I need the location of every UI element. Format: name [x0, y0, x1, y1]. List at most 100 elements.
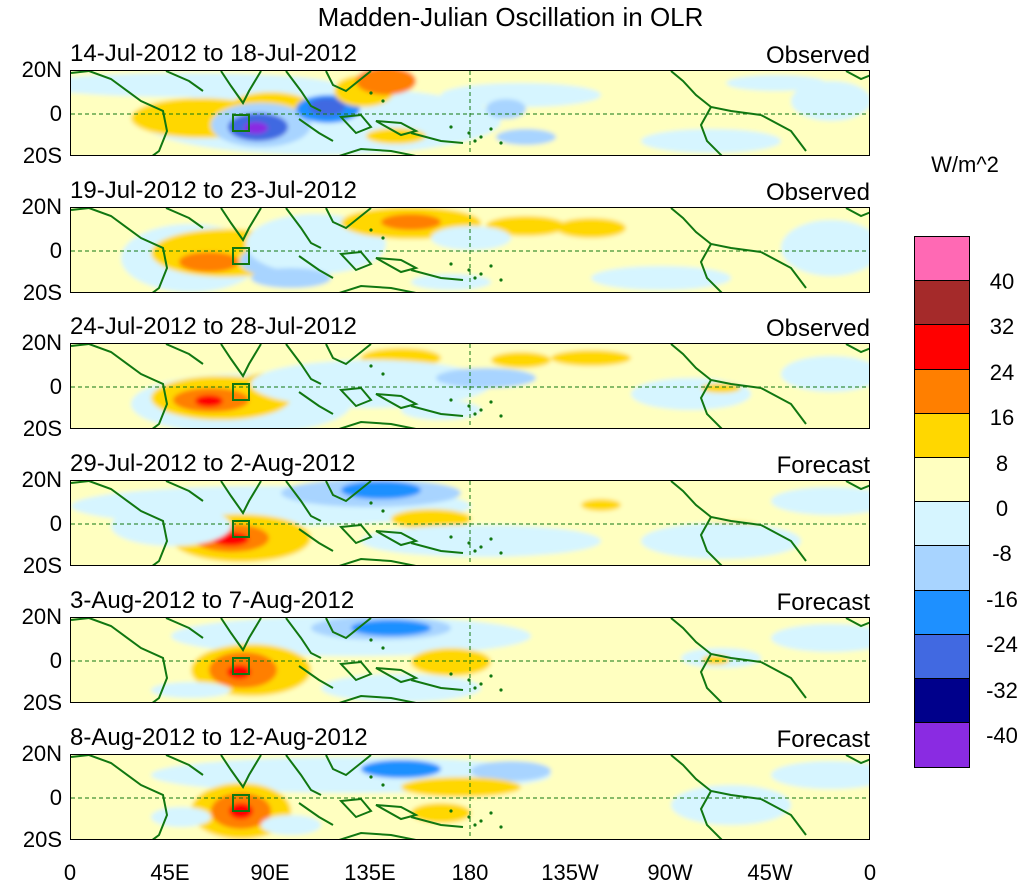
longitude-label: 180: [451, 860, 489, 885]
coastline: [760, 661, 807, 699]
olr-anomaly-region: [781, 356, 869, 392]
olr-anomaly-map-panel: [70, 617, 870, 703]
olr-anomaly-region: [581, 499, 621, 511]
panel-kind-label: Observed: [765, 315, 870, 342]
olr-anomaly-region: [244, 122, 268, 134]
coastline: [760, 387, 807, 425]
colorbar-units: W/m^2: [931, 152, 999, 177]
latitude-label: 20N: [21, 57, 62, 82]
olr-anomaly-region: [701, 383, 741, 393]
coastline: [699, 106, 723, 155]
coastline: [410, 269, 464, 281]
longitude-label: 0: [863, 860, 877, 885]
panel-kind-label: Forecast: [776, 726, 870, 753]
olr-anomaly-region: [251, 360, 491, 408]
olr-anomaly-region: [631, 378, 751, 410]
latitude-label: 0: [49, 374, 62, 399]
coastline: [699, 516, 723, 565]
island: [381, 783, 385, 787]
colorbar-swatch: [914, 545, 970, 591]
olr-anomaly-map-panel: [70, 343, 870, 429]
colorbar: [914, 236, 970, 768]
coastline: [220, 481, 262, 515]
olr-anomaly-region: [411, 648, 491, 676]
island: [489, 674, 493, 678]
coastline: [165, 71, 204, 92]
island: [369, 364, 373, 368]
coastline: [325, 618, 372, 640]
olr-anomaly-region: [341, 481, 421, 499]
coastline: [165, 208, 204, 229]
coastline: [338, 557, 417, 565]
latitude-label: 20S: [22, 553, 62, 578]
island: [381, 372, 385, 376]
olr-anomaly-map-panel: [70, 207, 870, 293]
coastline: [88, 208, 169, 292]
coastline: [670, 71, 762, 116]
colorbar-level-label: -16: [986, 586, 1018, 612]
island: [467, 678, 471, 682]
island: [489, 264, 493, 268]
olr-anomaly-region: [551, 350, 631, 366]
coastline: [375, 530, 419, 547]
olr-anomaly-region: [771, 487, 869, 515]
coastline: [220, 208, 262, 242]
coastline: [699, 379, 723, 428]
island: [369, 638, 373, 642]
coastline: [338, 284, 417, 292]
olr-anomaly-region: [491, 352, 551, 368]
olr-anomaly-region: [151, 682, 231, 698]
latitude-label: 20S: [22, 827, 62, 852]
coastline: [165, 344, 204, 365]
olr-anomaly-region: [356, 71, 416, 95]
longitude-label: 45E: [150, 860, 190, 885]
latitude-label: 0: [49, 101, 62, 126]
index-region-box: [232, 114, 250, 132]
longitude-label: 45W: [747, 860, 793, 885]
colorbar-swatch: [914, 324, 970, 370]
index-region-box: [232, 247, 250, 265]
coastline: [670, 208, 762, 253]
coastline: [375, 393, 419, 410]
coastline: [298, 528, 334, 552]
coastline: [298, 802, 334, 826]
colorbar-level-label: 40: [989, 269, 1015, 294]
coastline: [760, 251, 807, 289]
coastline: [670, 481, 762, 526]
olr-anomaly-map-panel: [70, 70, 870, 156]
panel-date-range: 19-Jul-2012 to 23-Jul-2012: [70, 177, 357, 204]
island: [479, 408, 483, 412]
colorbar-level-label: -8: [992, 541, 1012, 567]
island: [467, 268, 471, 272]
coastline: [325, 755, 372, 777]
coastline: [285, 755, 322, 796]
coastline: [71, 481, 90, 484]
coastline: [325, 481, 372, 503]
olr-anomaly-region: [726, 75, 826, 91]
olr-anomaly-region: [195, 395, 223, 407]
coastline: [338, 523, 373, 545]
island: [473, 276, 477, 280]
coastline: [165, 755, 204, 776]
olr-anomaly-region: [361, 760, 441, 778]
coastline: [760, 798, 807, 836]
colorbar-swatch: [914, 678, 970, 724]
coastline: [285, 344, 322, 385]
coastline: [670, 344, 762, 389]
olr-anomaly-map-panel: [70, 480, 870, 566]
olr-anomaly-region: [496, 129, 556, 145]
coastline: [165, 618, 204, 639]
coastline: [338, 147, 417, 155]
coastline: [71, 344, 90, 347]
olr-anomaly-region: [111, 506, 231, 546]
olr-anomaly-region: [781, 220, 869, 276]
colorbar-swatch: [914, 368, 970, 414]
olr-anomaly-region: [556, 218, 626, 238]
colorbar-level-label: 32: [989, 314, 1015, 340]
colorbar-swatch: [914, 457, 970, 503]
coastline: [845, 755, 869, 765]
latitude-label: 20N: [21, 741, 62, 766]
coastline: [410, 405, 464, 417]
latitude-label: 20S: [22, 416, 62, 441]
coastline: [285, 481, 322, 522]
